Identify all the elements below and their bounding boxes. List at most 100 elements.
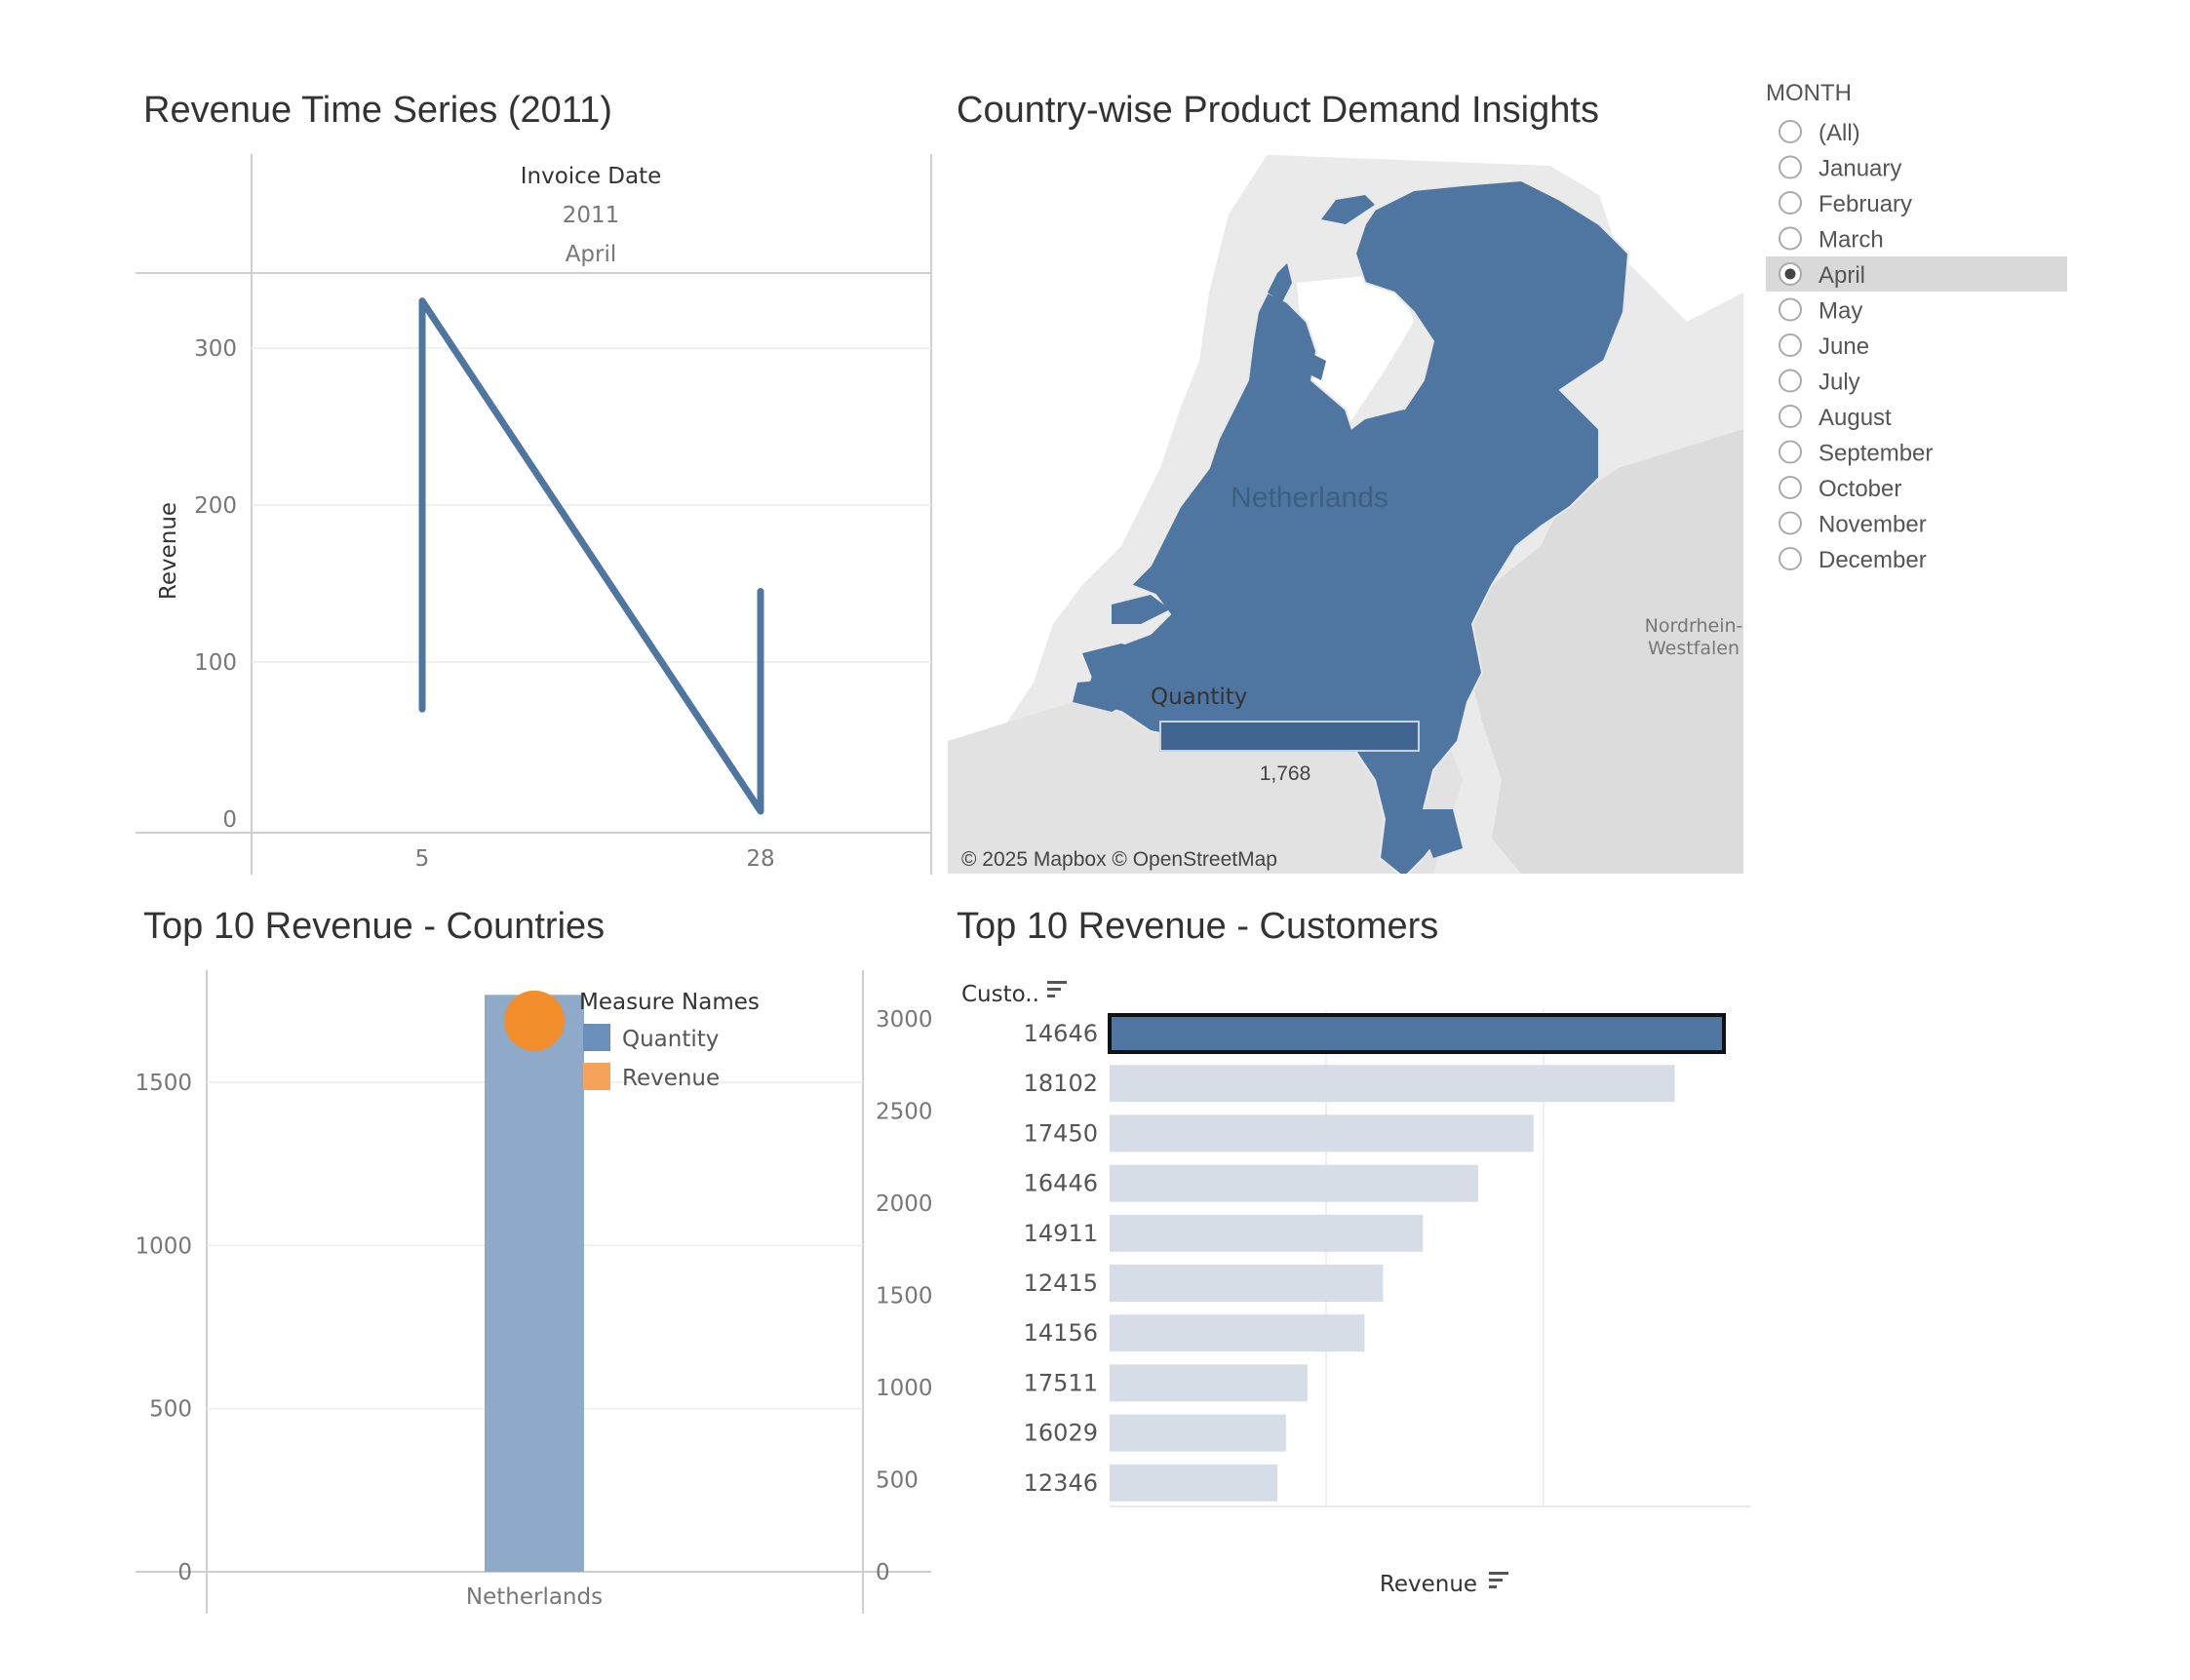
ts-y-tick-300: 300 [194, 336, 237, 362]
month-option-may[interactable]: May [1779, 297, 1862, 325]
month-option-december[interactable]: December [1779, 547, 1927, 573]
flevoland-shape [1324, 410, 1424, 478]
customer-label-17511: 17511 [1024, 1369, 1098, 1396]
time-series-x-ticks: 5 28 [415, 846, 775, 872]
map-canvas[interactable]: Netherlands Nordrhein- Westfalen [948, 154, 1743, 878]
radio-dot-icon [1784, 268, 1796, 280]
month-option-august[interactable]: August [1779, 405, 1892, 431]
noord-holland-lake [1307, 351, 1326, 380]
customer-row-header: Custo.. [961, 982, 1039, 1007]
radio-icon [1779, 155, 1802, 179]
month-option-july[interactable]: July [1779, 369, 1860, 396]
region-label-line-2: Westfalen [1648, 638, 1740, 659]
radio-icon [1779, 191, 1802, 215]
legend-swatch-revenue [583, 1063, 610, 1090]
zeeland-island-3 [1073, 678, 1151, 712]
revenue-line [418, 297, 764, 815]
month-option-label: (All) [1818, 120, 1860, 146]
countries-left-axis-ticks: 0 500 1000 1500 [135, 1071, 192, 1585]
radio-icon [1779, 511, 1802, 535]
zeeland-island-2 [1082, 644, 1151, 678]
year-header: 2011 [563, 203, 620, 228]
wadden-island-1 [1321, 195, 1375, 224]
month-option-march[interactable]: March [1779, 226, 1884, 254]
legend-items: Quantity Revenue [583, 1024, 720, 1091]
month-option-september[interactable]: September [1779, 440, 1933, 467]
selected-highlight [1766, 256, 2067, 292]
legend-title: Measure Names [579, 990, 760, 1015]
customer-label-16446: 16446 [1024, 1170, 1098, 1197]
month-option-label: May [1818, 298, 1862, 325]
ts-x-tick-28: 28 [746, 846, 774, 872]
customer-bar-12415 [1110, 1265, 1384, 1302]
country-map-panel: Country-wise Product Demand Insights Net… [948, 90, 1743, 878]
revenue-point-netherlands [504, 990, 565, 1051]
legend-label-revenue: Revenue [622, 1066, 720, 1091]
customer-label-12415: 12415 [1024, 1270, 1098, 1297]
radio-icon [1779, 547, 1802, 570]
y-axis-label: Revenue [156, 502, 181, 600]
c-left-tick-500: 500 [149, 1397, 192, 1423]
north-sea-west [948, 154, 1268, 770]
month-option-november[interactable]: November [1779, 511, 1927, 538]
month-option-label: February [1818, 191, 1912, 217]
ts-y-tick-0: 0 [222, 807, 237, 833]
north-sea-top [1248, 154, 1743, 322]
region-label-line-1: Nordrhein- [1645, 615, 1743, 637]
customer-bar-17511 [1110, 1364, 1308, 1402]
month-option-january[interactable]: January [1779, 155, 1901, 182]
month-option-label: July [1818, 370, 1860, 396]
ts-y-tick-100: 100 [194, 650, 237, 676]
month-options: (All) January February March April May June Jul… [1766, 120, 2067, 573]
radio-icon [1779, 369, 1802, 393]
countries-category-labels: Netherlands [466, 1584, 603, 1610]
time-series-title: Revenue Time Series (2011) [143, 90, 612, 131]
radio-icon [1779, 226, 1802, 251]
ts-x-tick-5: 5 [415, 846, 430, 872]
month-option-label: September [1818, 441, 1933, 467]
row-sort-icon[interactable] [1047, 981, 1067, 997]
wadden-island-2 [1268, 263, 1292, 302]
countries-marks [485, 990, 584, 1572]
customers-marks [1108, 1013, 1726, 1502]
map-title: Country-wise Product Demand Insights [957, 90, 1599, 131]
month-option-april[interactable]: April [1766, 256, 2067, 292]
time-series-gridlines [252, 347, 931, 663]
c-left-tick-0: 0 [177, 1560, 192, 1585]
c-right-tick-3000: 3000 [876, 1007, 933, 1033]
time-series-y-ticks: 0 100 200 300 [194, 336, 237, 833]
month-option-june[interactable]: June [1779, 333, 1869, 360]
month-option-label: December [1818, 547, 1927, 573]
country-label: Netherlands [1231, 482, 1388, 514]
customer-bar-18102 [1110, 1065, 1675, 1103]
map-legend-bar [1159, 721, 1420, 752]
month-option-october[interactable]: October [1779, 476, 1901, 502]
revenue-time-series-panel: Revenue Time Series (2011) Invoice Date … [136, 90, 932, 875]
c-right-tick-500: 500 [876, 1468, 919, 1494]
customer-bar-12346 [1110, 1464, 1277, 1502]
customer-label-14156: 14156 [1024, 1319, 1098, 1347]
radio-icon [1779, 297, 1802, 322]
c-right-tick-1000: 1000 [876, 1376, 933, 1401]
time-series-line[interactable] [418, 297, 764, 815]
month-option-label: April [1818, 262, 1865, 289]
customer-label-14646: 14646 [1024, 1020, 1098, 1047]
radio-icon [1779, 440, 1802, 464]
map-legend-title: Quantity [1151, 684, 1247, 710]
c-left-tick-1000: 1000 [135, 1233, 192, 1259]
month-option-all[interactable]: (All) [1779, 120, 1860, 146]
radio-icon [1779, 405, 1802, 428]
month-option-label: October [1818, 476, 1901, 502]
countries-right-axis-ticks: 0 500 1000 1500 2000 2500 3000 [876, 1007, 933, 1585]
invoice-date-header: Invoice Date [521, 164, 662, 189]
zeeland-island-1 [1112, 595, 1170, 624]
category-label-netherlands: Netherlands [466, 1584, 603, 1610]
customer-label-18102: 18102 [1024, 1070, 1098, 1097]
month-filter-title: MONTH [1766, 80, 1852, 106]
month-option-february[interactable]: February [1779, 191, 1912, 217]
customer-label-14911: 14911 [1024, 1220, 1098, 1247]
month-option-label: November [1818, 512, 1927, 538]
column-sort-icon[interactable] [1489, 1572, 1508, 1588]
month-option-label: January [1818, 156, 1901, 182]
month-option-label: March [1818, 227, 1884, 254]
